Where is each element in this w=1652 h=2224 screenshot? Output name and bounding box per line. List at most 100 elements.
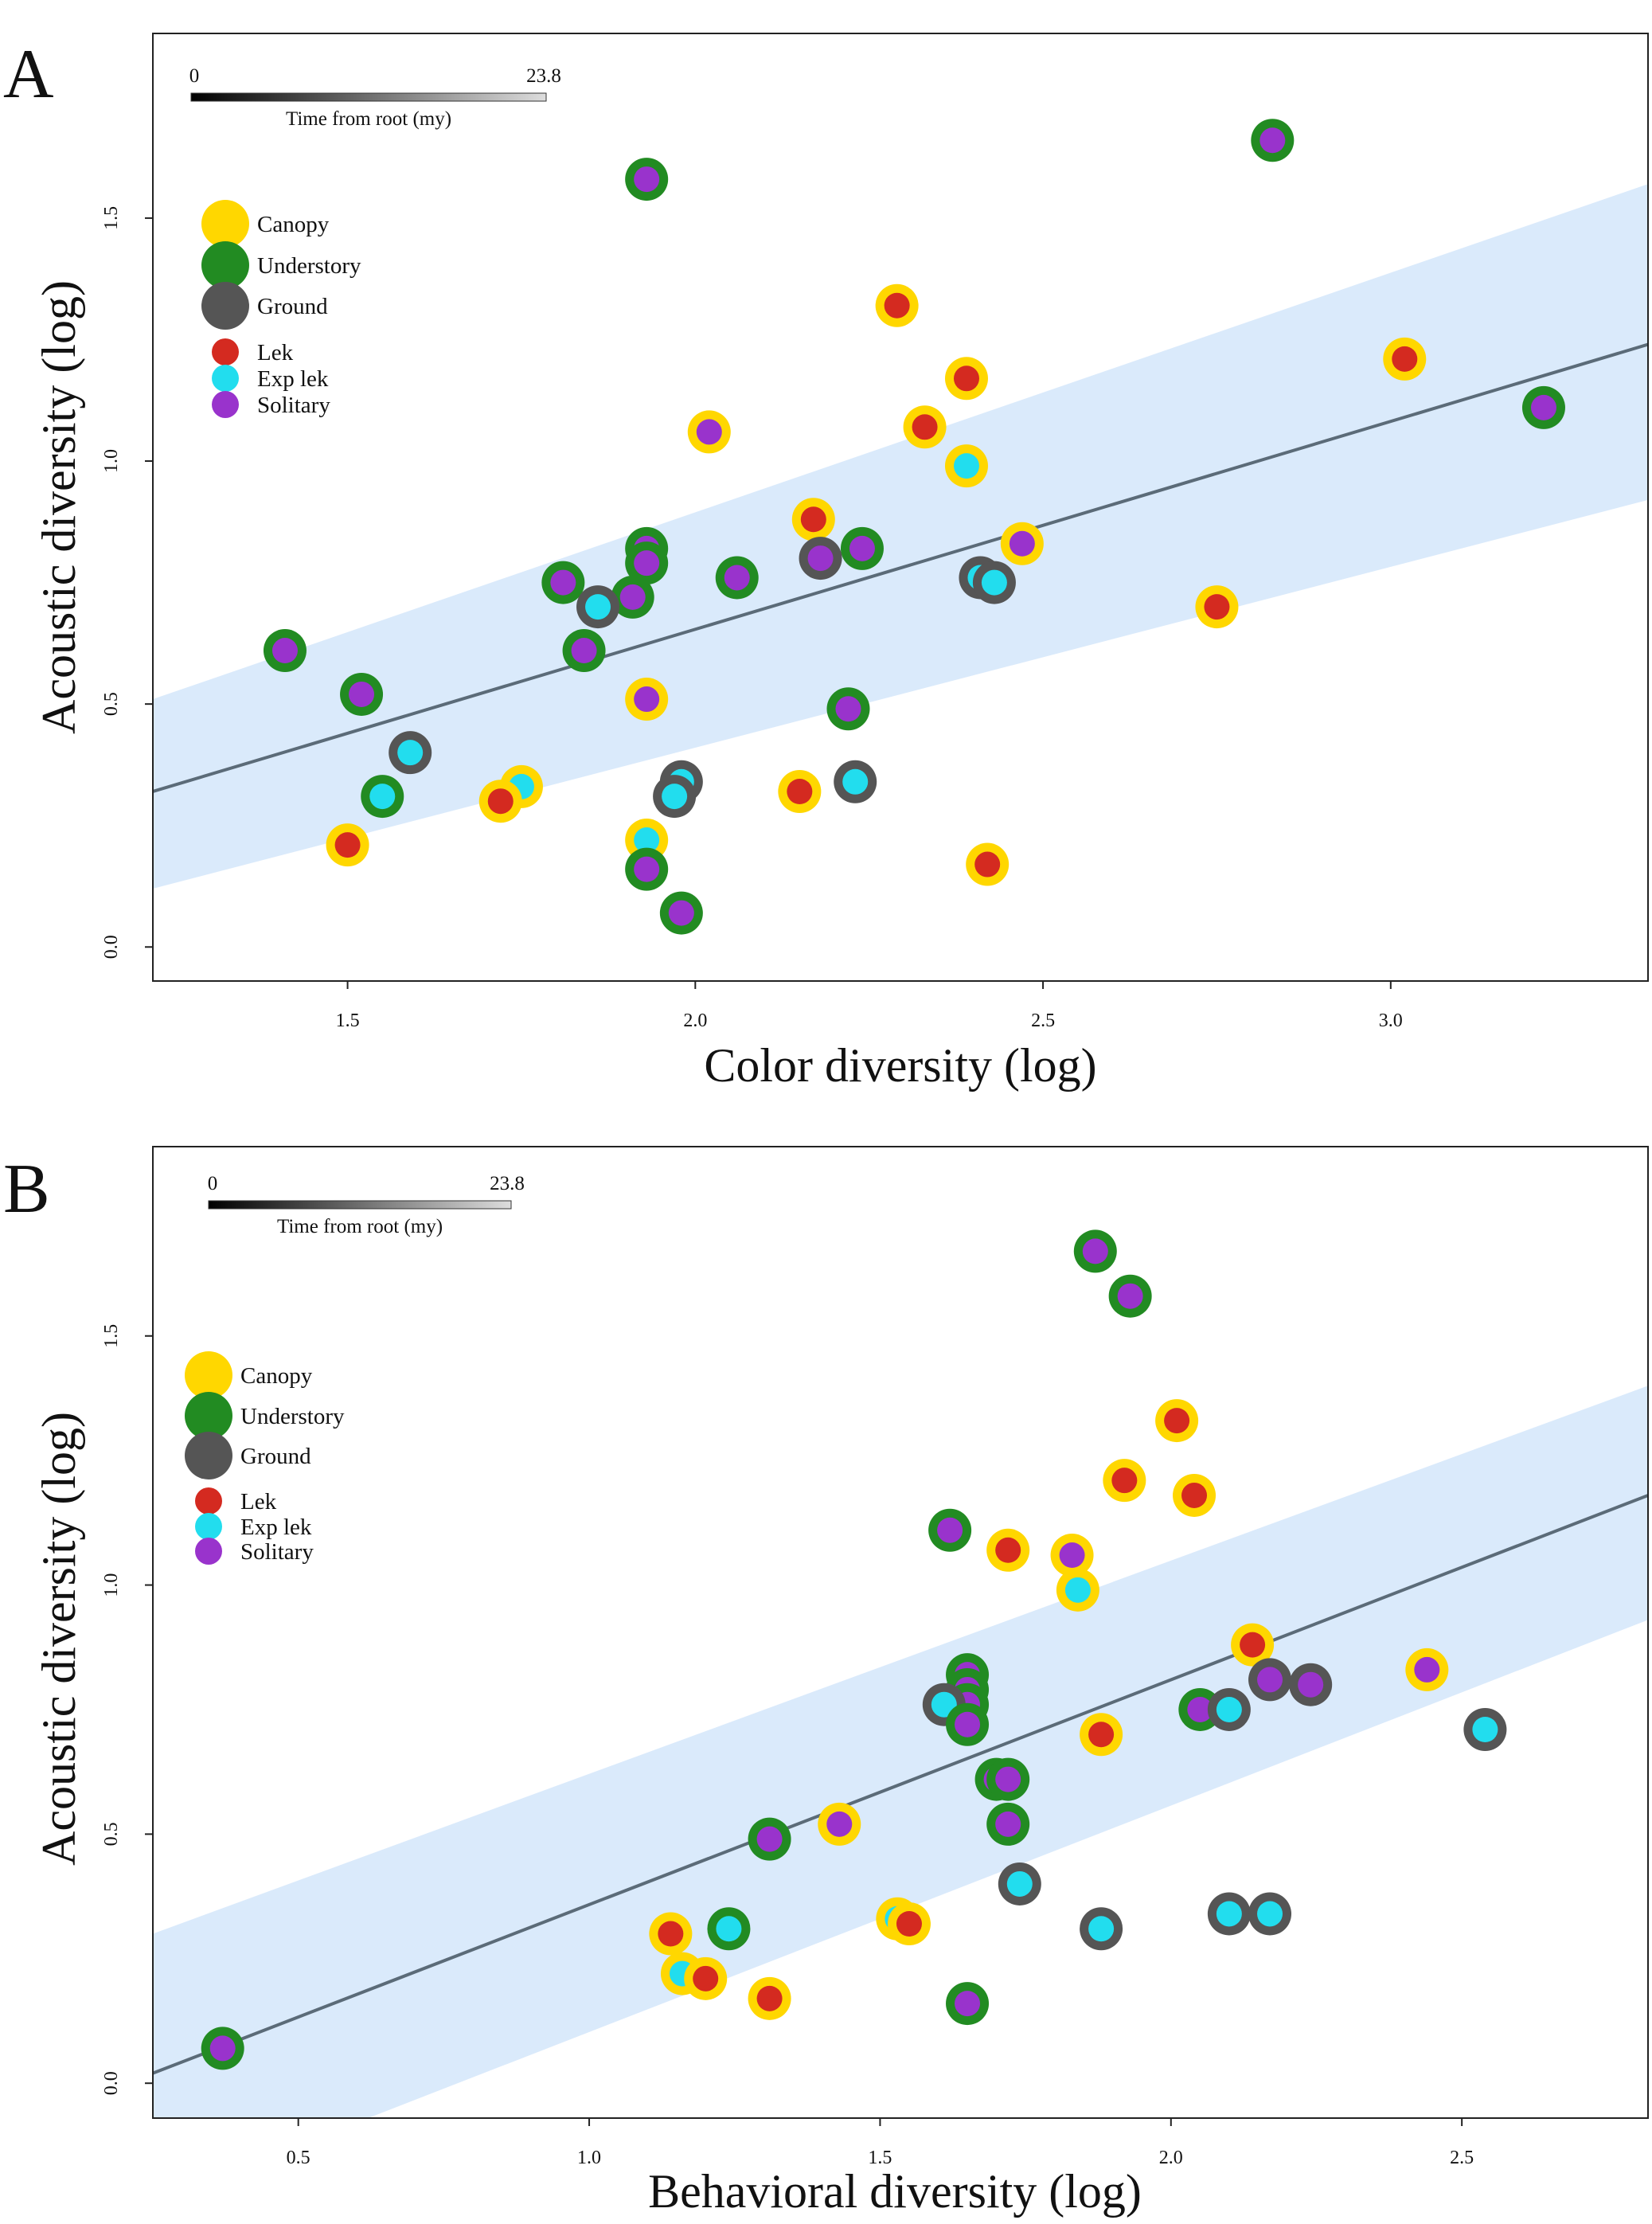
point-mating-dot bbox=[724, 565, 750, 591]
x-tick-label: 1.5 bbox=[336, 1010, 360, 1031]
legend: Canopy Understory Ground Lek Exp lek Sol… bbox=[201, 200, 361, 418]
point-mating-dot bbox=[1088, 1916, 1115, 1942]
confidence-band bbox=[153, 1386, 1648, 2118]
point-mating-dot bbox=[1064, 1577, 1091, 1603]
legend-label-understory: Understory bbox=[257, 253, 361, 279]
y-axis-title: Acoustic diversity (log) bbox=[33, 1412, 85, 1866]
legend-swatch-ground bbox=[185, 1432, 232, 1479]
point-mating-dot bbox=[1059, 1542, 1085, 1569]
point-mating-dot bbox=[271, 638, 298, 664]
point-mating-dot bbox=[634, 550, 660, 577]
point-mating-dot bbox=[995, 1766, 1021, 1792]
point-mating-dot bbox=[668, 900, 694, 926]
point-mating-dot bbox=[1414, 1656, 1440, 1683]
x-tick-label: 2.5 bbox=[1031, 1010, 1055, 1031]
point-mating-dot bbox=[1298, 1671, 1324, 1698]
plot-area: 0.5 1.0 1.5 2.0 2.5 0.0 0.5 1.0 1.5 bbox=[101, 1229, 1648, 2168]
point-mating-dot bbox=[756, 1826, 783, 1852]
point-mating-dot bbox=[826, 1811, 853, 1837]
x-tick-label: 1.5 bbox=[868, 2148, 892, 2168]
scale-start-label: 0 bbox=[189, 65, 200, 87]
point-mating-dot bbox=[1260, 127, 1286, 154]
x-tick-label: 1.0 bbox=[577, 2148, 601, 2168]
point-mating-dot bbox=[550, 569, 576, 596]
point-mating-dot bbox=[955, 1711, 981, 1737]
point-mating-dot bbox=[807, 545, 834, 572]
scale-gradient-bar bbox=[190, 92, 547, 102]
legend-swatch-solitary bbox=[212, 391, 239, 418]
legend-label-solitary: Solitary bbox=[240, 1539, 314, 1565]
y-tick-label: 1.0 bbox=[101, 1573, 122, 1597]
point-mating-dot bbox=[619, 584, 646, 610]
legend-label-understory: Understory bbox=[240, 1404, 345, 1429]
x-tick-label: 2.0 bbox=[683, 1010, 707, 1031]
panel-b: B 0.5 1.0 1.5 2.0 2.5 0.0 0.5 1.0 1.5 0 23.8 Tim… bbox=[3, 1146, 1649, 2218]
point-mating-dot bbox=[884, 292, 910, 319]
legend-label-canopy: Canopy bbox=[240, 1363, 313, 1389]
plot-content bbox=[153, 1229, 1648, 2118]
x-tick-label: 0.5 bbox=[287, 2148, 310, 2168]
point-mating-dot bbox=[1204, 594, 1230, 620]
point-mating-dot bbox=[1240, 1632, 1266, 1658]
legend: Canopy Understory Ground Lek Exp lek Sol… bbox=[185, 1351, 345, 1565]
point-mating-dot bbox=[1216, 1696, 1242, 1722]
plot-frame bbox=[152, 33, 1649, 982]
panel-letter: B bbox=[3, 1151, 50, 1228]
point-mating-dot bbox=[349, 681, 375, 707]
point-mating-dot bbox=[487, 788, 514, 815]
point-mating-dot bbox=[1164, 1408, 1190, 1434]
axes: 1.5 2.0 2.5 3.0 0.0 0.5 1.0 1.5 bbox=[101, 206, 1403, 1031]
plot-area: 1.5 2.0 2.5 3.0 0.0 0.5 1.0 1.5 bbox=[101, 119, 1648, 1031]
point-mating-dot bbox=[696, 419, 722, 445]
point-mating-dot bbox=[756, 1985, 783, 2011]
point-mating-dot bbox=[995, 1811, 1021, 1837]
point-mating-dot bbox=[849, 535, 875, 561]
confidence-band bbox=[153, 184, 1648, 889]
legend-label-ground: Ground bbox=[240, 1444, 311, 1469]
time-scale-bar: 0 23.8 Time from root (my) bbox=[189, 65, 561, 130]
point-mating-dot bbox=[931, 1691, 957, 1718]
point-mating-dot bbox=[1181, 1482, 1208, 1508]
point-mating-dot bbox=[662, 784, 688, 810]
point-mating-dot bbox=[995, 1537, 1021, 1563]
point-mating-dot bbox=[1088, 1722, 1115, 1748]
legend-swatch-lek bbox=[195, 1487, 222, 1515]
point-mating-dot bbox=[716, 1916, 742, 1942]
legend-swatch-exp-lek bbox=[195, 1513, 222, 1540]
y-tick-label: 1.5 bbox=[101, 1324, 122, 1348]
regression-line bbox=[153, 1494, 1648, 2075]
point-mating-dot bbox=[896, 1911, 922, 1937]
point-mating-dot bbox=[1530, 394, 1556, 420]
x-tick-label: 2.5 bbox=[1450, 2148, 1474, 2168]
point-mating-dot bbox=[1009, 530, 1035, 557]
x-tick-label: 3.0 bbox=[1379, 1010, 1403, 1031]
scale-gradient-bar bbox=[208, 1200, 512, 1210]
y-tick-label: 0.0 bbox=[101, 2071, 122, 2095]
legend-label-ground: Ground bbox=[257, 294, 328, 319]
legend-swatch-understory bbox=[201, 241, 249, 289]
legend-swatch-lek bbox=[212, 338, 239, 365]
point-mating-dot bbox=[634, 827, 660, 854]
point-mating-dot bbox=[787, 779, 813, 804]
legend-swatch-canopy bbox=[185, 1351, 232, 1399]
point-mating-dot bbox=[835, 696, 861, 722]
y-axis-title: Acoustic diversity (log) bbox=[33, 280, 85, 734]
legend-label-solitary: Solitary bbox=[257, 393, 330, 418]
time-scale-bar: 0 23.8 Time from root (my) bbox=[208, 1173, 525, 1237]
point-mating-dot bbox=[693, 1965, 719, 1991]
point-mating-dot bbox=[634, 856, 660, 882]
plot-content bbox=[153, 119, 1648, 935]
point-mating-dot bbox=[209, 2035, 236, 2062]
point-mating-dot bbox=[1216, 1901, 1242, 1927]
point-mating-dot bbox=[585, 594, 611, 620]
y-tick-label: 1.5 bbox=[101, 206, 122, 230]
panel-a: A 1.5 2.0 2.5 3.0 0.0 0.5 1.0 1.5 0 23.8 Time f… bbox=[3, 33, 1649, 1092]
plot-frame bbox=[152, 1146, 1649, 2119]
point-mating-dot bbox=[1472, 1717, 1498, 1742]
legend-swatch-ground bbox=[201, 282, 249, 330]
y-tick-label: 0.0 bbox=[101, 935, 122, 959]
scale-title: Time from root (my) bbox=[277, 1216, 443, 1237]
point-mating-dot bbox=[571, 638, 597, 664]
x-axis-title: Behavioral diversity (log) bbox=[648, 2165, 1142, 2218]
